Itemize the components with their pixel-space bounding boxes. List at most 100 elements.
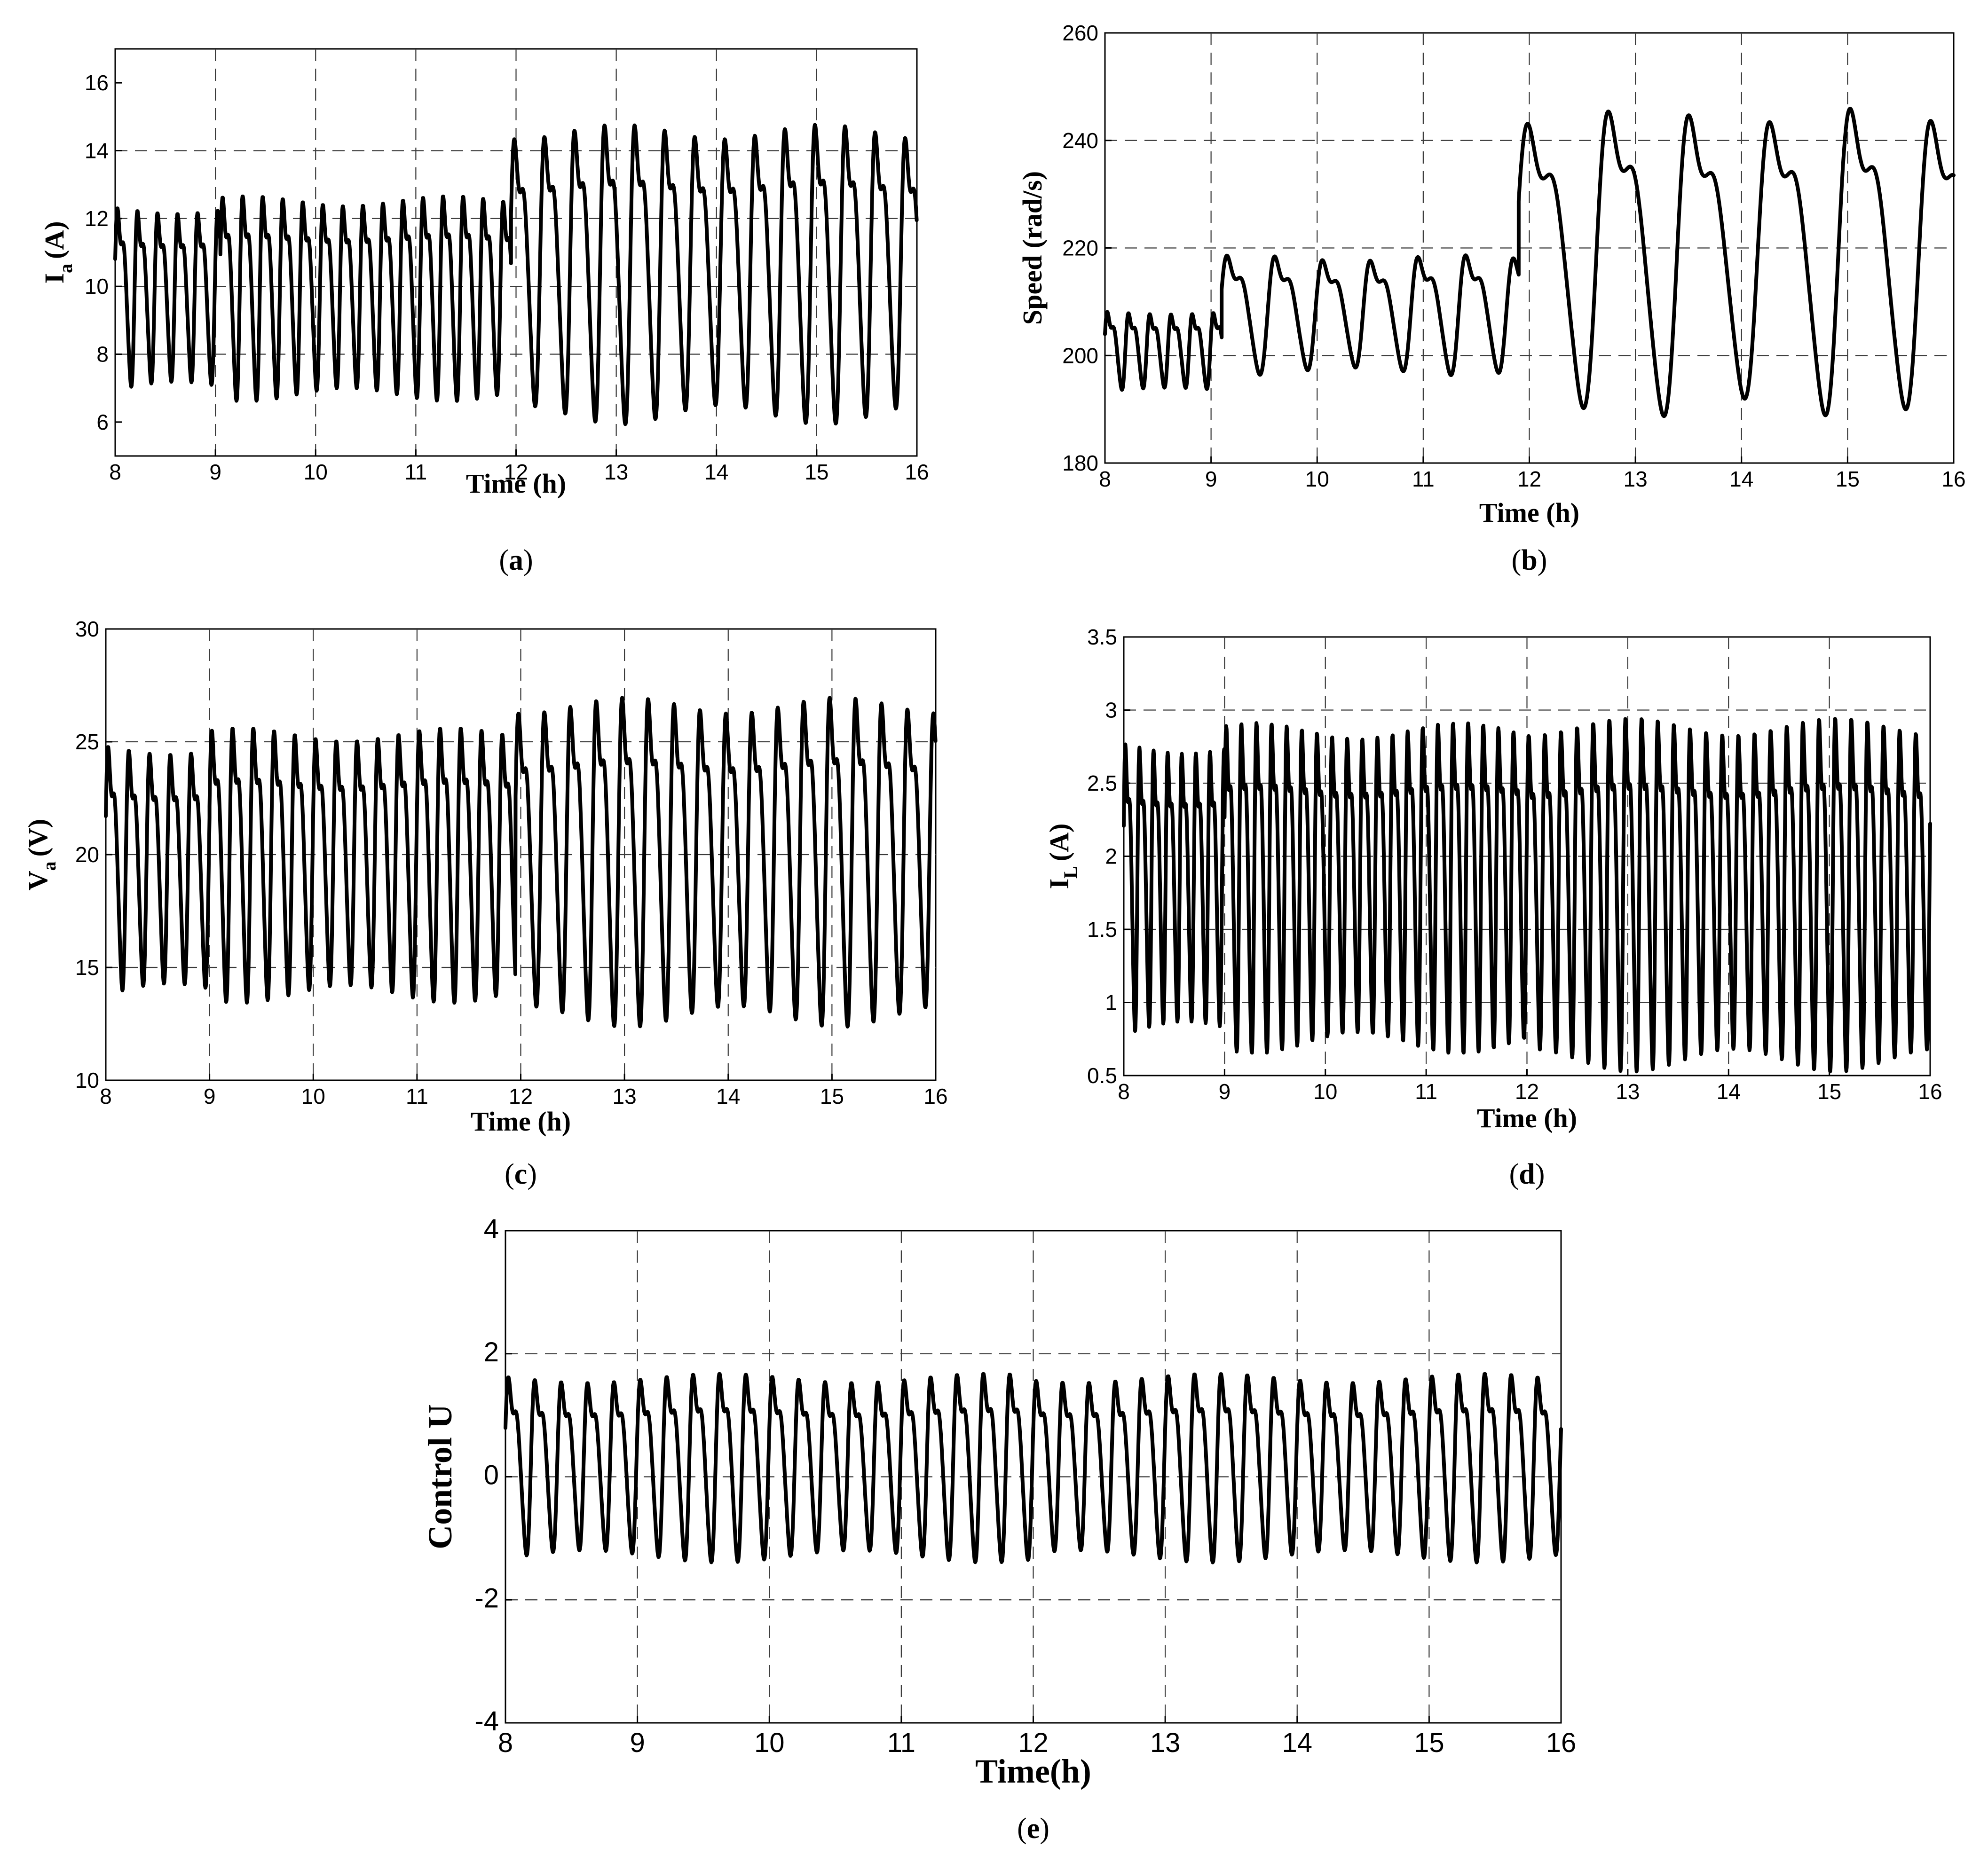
y-axis-label: Ia (A) bbox=[39, 221, 76, 283]
y-tick-label: 0.5 bbox=[1087, 1063, 1117, 1088]
x-tick-label: 10 bbox=[1313, 1079, 1337, 1104]
x-tick-label: 11 bbox=[404, 460, 427, 484]
panel-tag-letter: a bbox=[509, 544, 523, 576]
x-tick-label: 15 bbox=[820, 1084, 844, 1108]
y-tick-label: 0 bbox=[484, 1460, 499, 1491]
x-tick-label: 13 bbox=[1150, 1728, 1181, 1758]
panel-tag-b: (b) bbox=[1512, 544, 1547, 576]
panel-tag-letter: b bbox=[1521, 544, 1537, 576]
x-tick-label: 8 bbox=[1118, 1079, 1130, 1104]
y-tick-label: 4 bbox=[484, 1214, 499, 1244]
x-tick-label: 8 bbox=[498, 1728, 513, 1758]
y-tick-label: 2 bbox=[1105, 844, 1117, 869]
x-tick-label: 14 bbox=[1729, 467, 1753, 491]
y-tick-label: -4 bbox=[474, 1706, 499, 1736]
x-tick-label: 12 bbox=[509, 1084, 533, 1108]
x-tick-label: 15 bbox=[1414, 1728, 1444, 1758]
x-tick-label: 14 bbox=[1717, 1079, 1741, 1104]
panel-tag-close: ) bbox=[523, 544, 533, 576]
panel-tag-open: ( bbox=[1512, 544, 1522, 576]
x-tick-label: 16 bbox=[1546, 1728, 1577, 1758]
y-tick-label: 14 bbox=[85, 139, 109, 163]
y-tick-label: 6 bbox=[96, 410, 109, 434]
y-axis-label-main: V bbox=[23, 871, 53, 890]
panel-tag-c: (c) bbox=[505, 1158, 537, 1190]
panel-a-armature-current: 8 9 10 11 12 13 14 15 16 6 8 10 12 14 16 Time (h) Ia (A) (… bbox=[39, 48, 929, 576]
x-tick-label: 10 bbox=[1305, 467, 1329, 491]
series-line-d bbox=[1122, 717, 1932, 1074]
panel-tag-letter: e bbox=[1027, 1813, 1040, 1845]
panel-b-speed: 8 9 10 11 12 13 14 15 16 180 200 220 240 260 Time (h) S… bbox=[1017, 21, 1966, 576]
x-tick-label: 12 bbox=[1018, 1728, 1049, 1758]
y-axis-label-main: Speed (rad/s) bbox=[1017, 171, 1048, 325]
x-tick-label: 10 bbox=[301, 1084, 325, 1108]
panel-c-armature-voltage: 8 9 10 11 12 13 14 15 16 10 15 20 25 30 Time (h) Va (V) (… bbox=[23, 617, 948, 1190]
y-tick-label: 30 bbox=[75, 617, 99, 641]
y-axis-label-subscript: L bbox=[1060, 866, 1081, 879]
x-tick-label: 10 bbox=[304, 460, 328, 484]
x-tick-label: 10 bbox=[754, 1728, 785, 1758]
x-axis-label: Time(h) bbox=[975, 1752, 1091, 1790]
x-tick-label: 14 bbox=[1282, 1728, 1312, 1758]
x-tick-label: 15 bbox=[1836, 467, 1860, 491]
y-tick-label: 200 bbox=[1062, 343, 1098, 368]
panel-tag-close: ) bbox=[1538, 544, 1547, 576]
y-tick-label: 16 bbox=[85, 71, 109, 95]
series-line-c bbox=[104, 696, 938, 1029]
y-tick-label: 3.5 bbox=[1087, 625, 1117, 649]
y-tick-label: -2 bbox=[474, 1583, 499, 1613]
x-axis-label: Time (h) bbox=[471, 1106, 571, 1137]
x-tick-label: 13 bbox=[1624, 467, 1648, 491]
panel-tag-letter: d bbox=[1519, 1158, 1535, 1190]
x-tick-label: 15 bbox=[1817, 1079, 1841, 1104]
y-tick-label: 3 bbox=[1105, 698, 1117, 723]
x-tick-label: 16 bbox=[923, 1084, 947, 1108]
panel-e-control-signal: 8 9 10 11 12 13 14 15 16 -4 -2 0 2 4 Time(h) Control U (… bbox=[421, 1214, 1576, 1845]
x-tick-label: 9 bbox=[209, 460, 221, 484]
x-tick-label: 16 bbox=[1918, 1079, 1942, 1104]
y-tick-label: 25 bbox=[75, 730, 99, 754]
x-tick-label: 11 bbox=[1412, 467, 1435, 491]
x-axis-label: Time (h) bbox=[1479, 497, 1579, 528]
panel-tag-open: ( bbox=[505, 1158, 514, 1190]
panel-tag-close: ) bbox=[527, 1158, 537, 1190]
panel-tag-open: ( bbox=[1509, 1158, 1519, 1190]
x-axis-label: Time (h) bbox=[466, 468, 566, 499]
y-axis-label: Va (V) bbox=[23, 819, 60, 890]
y-axis-label-unit: (A) bbox=[39, 221, 70, 259]
panel-tag-close: ) bbox=[1040, 1813, 1049, 1845]
panel-tag-letter: c bbox=[514, 1158, 528, 1190]
y-axis-label-main: I bbox=[1044, 879, 1074, 889]
y-axis-label-subscript: a bbox=[55, 264, 76, 273]
y-axis-label: Control U bbox=[421, 1404, 459, 1549]
x-tick-label: 11 bbox=[1415, 1079, 1437, 1104]
y-tick-label: 1 bbox=[1105, 990, 1117, 1015]
x-tick-label: 9 bbox=[630, 1728, 645, 1758]
y-axis-label-main: Control U bbox=[421, 1404, 459, 1549]
x-tick-label: 16 bbox=[905, 460, 929, 484]
y-axis-label-main: I bbox=[39, 273, 70, 284]
x-tick-label: 8 bbox=[1099, 467, 1111, 491]
x-tick-label: 8 bbox=[100, 1084, 112, 1108]
x-tick-label: 9 bbox=[1219, 1079, 1231, 1104]
y-tick-label: 220 bbox=[1062, 236, 1098, 260]
series-line-b bbox=[1103, 107, 1956, 418]
x-tick-label: 14 bbox=[716, 1084, 740, 1108]
panel-d-load-current: 8 9 10 11 12 13 14 15 16 0.5 1 1.5 2 2.5 3 3.5 Time (h) I… bbox=[1044, 625, 1942, 1190]
x-tick-label: 13 bbox=[1616, 1079, 1640, 1104]
x-tick-label: 14 bbox=[704, 460, 728, 484]
y-tick-label: 2 bbox=[484, 1337, 499, 1367]
x-tick-label: 9 bbox=[204, 1084, 216, 1108]
x-tick-label: 15 bbox=[805, 460, 828, 484]
y-tick-label: 260 bbox=[1062, 21, 1098, 45]
y-tick-label: 15 bbox=[75, 955, 99, 980]
y-tick-label: 10 bbox=[75, 1068, 99, 1092]
panel-tag-open: ( bbox=[499, 544, 509, 576]
y-tick-label: 2.5 bbox=[1087, 771, 1117, 795]
y-tick-label: 180 bbox=[1062, 451, 1098, 475]
x-tick-label: 12 bbox=[1517, 467, 1541, 491]
x-tick-label: 11 bbox=[887, 1728, 915, 1758]
y-axis-label-unit: (V) bbox=[23, 819, 53, 857]
y-tick-label: 10 bbox=[85, 274, 109, 299]
